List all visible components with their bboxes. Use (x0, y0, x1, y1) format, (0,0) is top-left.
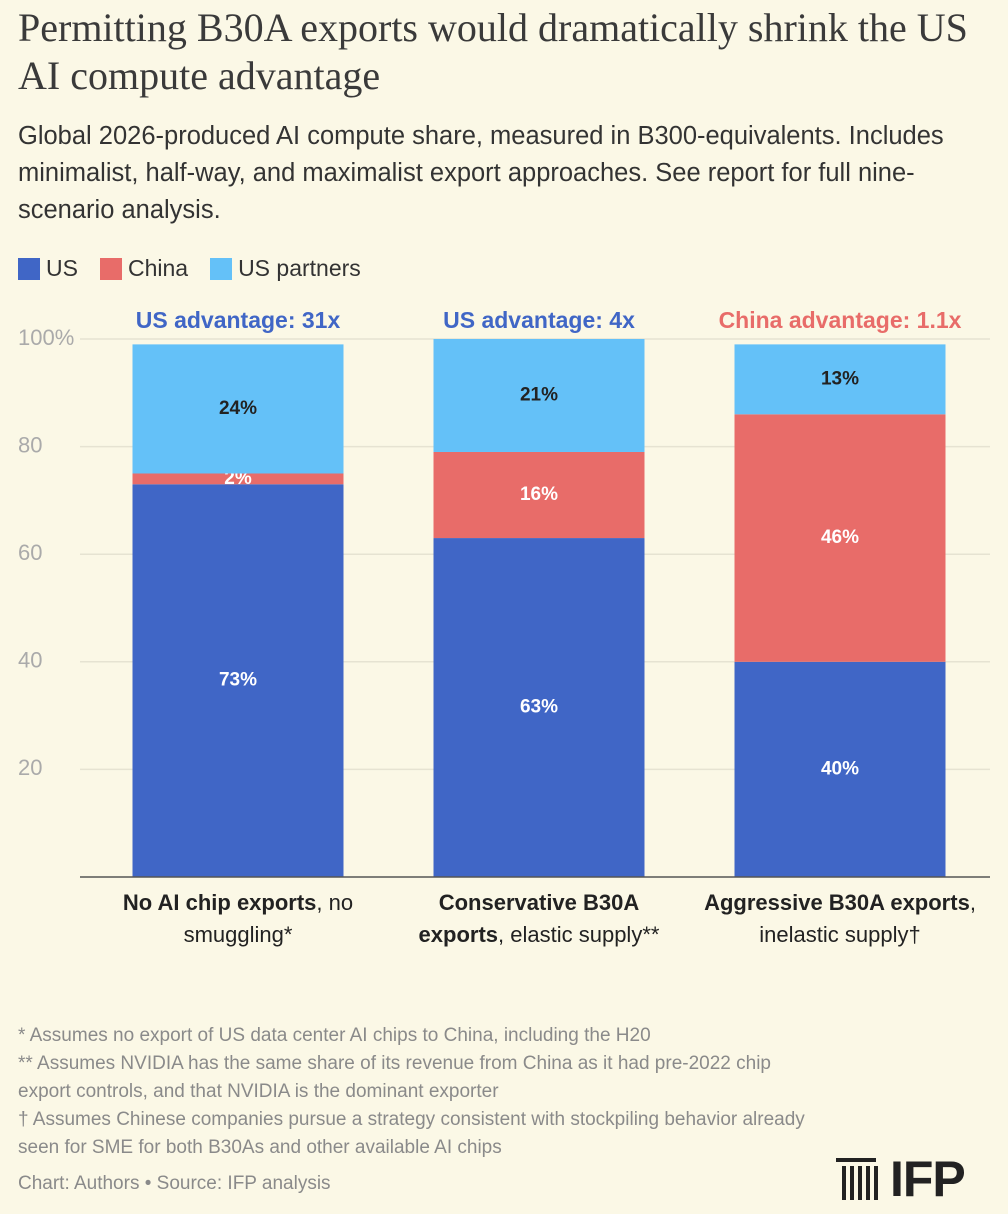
legend-label: US (46, 255, 78, 281)
x-tick-label-rest: , no smuggling* (183, 890, 354, 947)
footnote: ** Assumes NVIDIA has the same share of … (18, 1053, 771, 1102)
logo: IFP (836, 1150, 966, 1208)
bar-segment (433, 538, 645, 877)
bar-segment (734, 661, 946, 877)
bar-segment (734, 414, 946, 662)
bar-segment (734, 344, 946, 415)
x-tick-label-rest: , inelastic supply† (759, 890, 976, 947)
data-label: 46% (821, 527, 859, 548)
legend-label: China (127, 255, 189, 281)
annotation: US advantage: 31x (136, 307, 341, 333)
y-tick-label: 60 (18, 540, 42, 565)
x-tick-label-bold: Aggressive B30A exports (704, 890, 970, 915)
y-tick-label: 20 (18, 755, 42, 780)
data-label: 40% (821, 758, 859, 779)
legend-swatch (210, 257, 233, 280)
data-label: 24% (219, 398, 257, 419)
bar-segment (132, 484, 344, 877)
footnotes: * Assumes no export of US data center AI… (18, 1022, 818, 1162)
annotation: China advantage: 1.1x (719, 307, 962, 333)
logo-icon (836, 1158, 878, 1200)
x-tick-label-rest: , elastic supply** (498, 922, 660, 947)
y-tick-label: 40 (18, 648, 42, 673)
bar-segment (433, 451, 645, 539)
y-tick-label: 80 (18, 432, 42, 457)
legend-item: US (18, 255, 78, 282)
logo-text: IFP (890, 1151, 966, 1207)
bar-segment (132, 473, 344, 485)
x-tick-label: Aggressive B30A exports, inelastic suppl… (700, 887, 980, 951)
footnote: * Assumes no export of US data center AI… (18, 1025, 651, 1046)
chart-title: Permitting B30A exports would dramatical… (18, 5, 968, 98)
data-label: 73% (219, 670, 257, 691)
x-tick-label: Conservative B30A exports, elastic suppl… (399, 887, 679, 951)
bar-segment (132, 344, 344, 474)
legend-label: US partners (238, 255, 361, 281)
legend-swatch (99, 257, 122, 280)
annotation: US advantage: 4x (443, 307, 635, 333)
legend: US China US partners (18, 255, 361, 282)
data-label: 13% (821, 368, 859, 389)
x-tick-label-bold: Conservative B30A exports (418, 890, 640, 947)
legend-item: China (99, 255, 189, 282)
data-label: 63% (520, 697, 558, 718)
footnote: † Assumes Chinese companies pursue a str… (18, 1109, 805, 1158)
y-tick-label: 100% (18, 325, 74, 350)
x-tick-label: No AI chip exports, no smuggling* (98, 887, 378, 951)
data-label: 16% (520, 484, 558, 505)
bar-segment (433, 339, 645, 452)
legend-item: US partners (210, 255, 361, 282)
data-label: 21% (520, 385, 558, 406)
source: Chart: Authors • Source: IFP analysis (18, 1173, 331, 1194)
chart-subtitle: Global 2026-produced AI compute share, m… (18, 122, 944, 224)
x-tick-label-bold: No AI chip exports (122, 890, 317, 915)
legend-swatch (18, 257, 40, 280)
